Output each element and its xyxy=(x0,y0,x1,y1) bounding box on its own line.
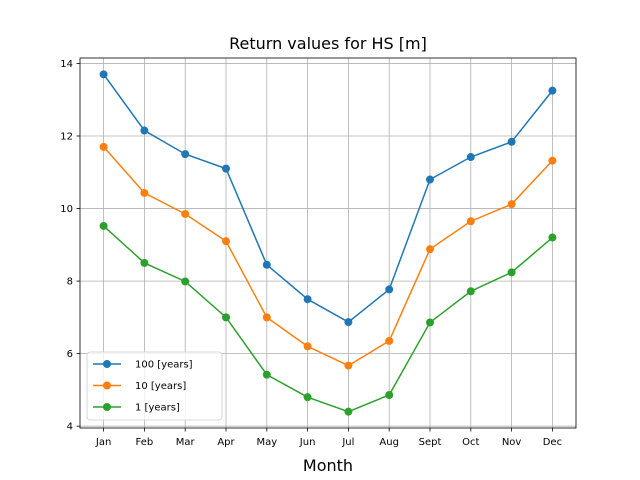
y-tick-label: 12 xyxy=(60,131,73,142)
y-tick-label: 4 xyxy=(67,422,73,433)
data-point xyxy=(385,285,394,294)
x-tick-label: Jan xyxy=(95,437,111,448)
series-group xyxy=(99,70,557,416)
legend-marker xyxy=(103,360,111,368)
data-point xyxy=(426,175,434,184)
data-point xyxy=(140,258,149,267)
legend-marker xyxy=(103,381,111,390)
data-point xyxy=(548,86,557,95)
legend-label: 100 [years] xyxy=(135,360,193,371)
x-tick-label: May xyxy=(256,437,277,448)
x-tick-label: Mar xyxy=(176,437,196,448)
plot-frame xyxy=(79,57,577,429)
data-point xyxy=(262,260,271,269)
series-1-years- xyxy=(99,221,557,416)
data-point xyxy=(181,209,190,218)
legend-marker xyxy=(103,403,111,411)
data-point xyxy=(466,153,475,162)
x-tick-label: Jul xyxy=(341,437,354,448)
y-tick-label: 14 xyxy=(60,59,73,70)
x-tick-label: Oct xyxy=(462,437,479,448)
data-point xyxy=(507,200,516,209)
data-point xyxy=(385,336,394,345)
data-point xyxy=(303,393,312,402)
data-point xyxy=(303,295,312,304)
data-point xyxy=(344,361,353,370)
y-tick-label: 8 xyxy=(67,277,73,288)
data-point xyxy=(466,287,475,296)
x-axis-label: Month xyxy=(303,456,353,475)
data-point xyxy=(466,217,475,226)
series-10-years- xyxy=(99,142,557,370)
data-point xyxy=(222,237,230,246)
data-point xyxy=(181,150,190,159)
legend-item: 10 [years] xyxy=(93,381,186,392)
data-point xyxy=(344,407,353,416)
data-point xyxy=(140,126,149,135)
series-100-years- xyxy=(99,70,557,327)
legend: 100 [years] 10 [years] 1 [years] xyxy=(86,351,223,421)
series-line xyxy=(103,146,553,367)
data-point xyxy=(385,390,394,399)
x-tick-label: Apr xyxy=(217,437,235,448)
x-tick-label: Jun xyxy=(299,437,316,448)
x-axis: Jan Feb Mar Apr May Jun Jul Aug Sept Oct Nov Dec xyxy=(95,428,562,448)
legend-box xyxy=(86,351,223,421)
x-tick-label: Nov xyxy=(502,437,522,448)
y-axis: 4 6 8 10 12 14 xyxy=(60,59,80,433)
data-point xyxy=(262,313,271,322)
data-point xyxy=(99,142,108,151)
data-point xyxy=(99,70,108,79)
data-point xyxy=(426,245,434,254)
data-point xyxy=(303,342,312,351)
x-tick-label: Dec xyxy=(543,437,562,448)
data-point xyxy=(99,221,108,230)
data-point xyxy=(140,188,149,197)
data-point xyxy=(262,370,271,379)
data-point xyxy=(548,233,557,242)
series-line xyxy=(102,73,553,323)
legend-item: 100 [years] xyxy=(93,360,193,371)
data-point xyxy=(507,268,516,277)
legend-item: 1 [years] xyxy=(93,403,180,414)
series-line xyxy=(103,225,553,413)
legend-label: 10 [years] xyxy=(135,381,186,392)
data-point xyxy=(426,318,434,327)
grid-lines xyxy=(80,58,576,428)
data-point xyxy=(344,318,353,327)
y-tick-label: 6 xyxy=(67,349,73,360)
data-point xyxy=(222,164,230,173)
x-tick-label: Feb xyxy=(136,437,154,448)
y-tick-label: 10 xyxy=(60,204,73,215)
x-tick-label: Sept xyxy=(419,437,442,448)
legend-label: 1 [years] xyxy=(135,403,180,414)
data-point xyxy=(548,156,557,165)
data-point xyxy=(507,137,516,146)
x-tick-label: Aug xyxy=(379,437,399,448)
data-point xyxy=(222,313,230,322)
data-point xyxy=(181,277,190,286)
chart-title: Return values for HS [m] xyxy=(229,34,427,53)
